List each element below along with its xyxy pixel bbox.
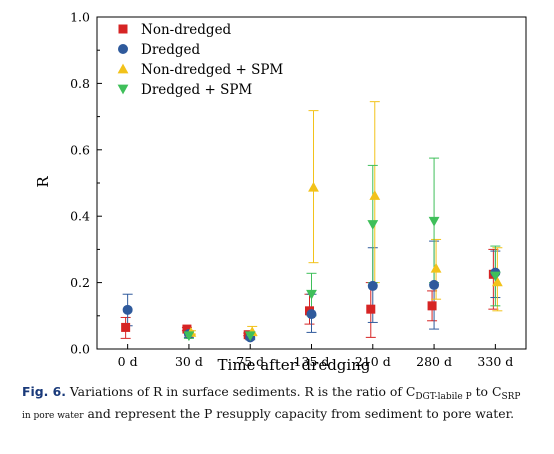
- x-tick-label: 30 d: [175, 354, 203, 369]
- caption-line-2: in pore water and represent the P resupp…: [22, 403, 544, 427]
- point-non-dredged-spm: [308, 181, 319, 192]
- legend-marker-dredged-spm: [117, 84, 129, 95]
- point-dredged-spm: [183, 331, 195, 342]
- point-dredged: [429, 279, 440, 290]
- figure-number: Fig. 6.: [22, 384, 66, 399]
- caption-text-b: to C: [471, 384, 502, 399]
- x-tick-label: 0 d: [118, 354, 138, 369]
- data-points: [120, 101, 503, 343]
- y-tick-label: 0.0: [70, 342, 90, 357]
- point-non-dredged: [427, 301, 437, 311]
- x-tick-label: 210 d: [355, 354, 391, 369]
- legend-marker-non-dredged: [118, 24, 128, 34]
- x-tick-label: 280 d: [416, 354, 452, 369]
- chart: 0.0 0.2 0.4 0.6 0.8 1.0 0 d 30 d 75 d 135 d 210 d 2…: [34, 10, 527, 374]
- y-tick-label: 0.8: [70, 76, 90, 91]
- point-non-dredged: [121, 322, 131, 332]
- axes: 0.0 0.2 0.4 0.6 0.8 1.0 0 d 30 d 75 d 135 d 210 d 2…: [70, 10, 527, 369]
- point-dredged: [367, 280, 378, 291]
- point-dredged: [306, 309, 317, 320]
- legend: Non-dredged Dredged Non-dredged + SPM Dredg…: [117, 22, 283, 98]
- y-tick-label: 0.6: [70, 142, 90, 157]
- point-dredged: [122, 304, 133, 315]
- point-dredged-spm: [367, 220, 379, 230]
- y-tick-label: 1.0: [70, 10, 90, 25]
- point-non-dredged-spm: [369, 190, 381, 200]
- legend-label-dredged-spm: Dredged + SPM: [141, 82, 252, 98]
- x-tick-label: 75 d: [236, 354, 264, 369]
- x-tick-label: 135 d: [294, 354, 330, 369]
- point-non-dredged-spm: [491, 276, 503, 287]
- point-dredged-spm: [306, 289, 317, 300]
- caption-text-a: Variations of R in surface sediments. R …: [65, 384, 416, 399]
- legend-label-dredged: Dredged: [141, 42, 201, 58]
- legend-label-non-dredged-spm: Non-dredged + SPM: [141, 62, 283, 78]
- x-axis-label: Time after dredging: [218, 356, 371, 374]
- legend-marker-non-dredged-spm: [117, 63, 129, 74]
- caption-line-1: Fig. 6. Variations of R in surface sedim…: [22, 381, 544, 403]
- caption-subscript-pore-water: in pore water: [22, 411, 84, 421]
- point-dredged-spm: [428, 216, 440, 227]
- figure-caption: Fig. 6. Variations of R in surface sedim…: [22, 381, 544, 427]
- legend-marker-dredged: [118, 44, 128, 54]
- point-non-dredged-spm: [430, 262, 442, 273]
- caption-subscript-srp: SRP: [501, 392, 521, 402]
- point-non-dredged: [366, 304, 376, 314]
- point-non-dredged: [182, 324, 192, 334]
- y-tick-label: 0.2: [70, 275, 90, 290]
- caption-text-c: and represent the P resupply capacity fr…: [83, 406, 515, 421]
- legend-label-non-dredged: Non-dredged: [141, 22, 232, 38]
- caption-subscript-dgt: DGT-labile P: [415, 392, 472, 402]
- point-dredged-spm: [244, 331, 256, 342]
- x-tick-label: 330 d: [477, 354, 513, 369]
- y-tick-label: 0.4: [70, 209, 90, 224]
- y-axis-label: R: [34, 176, 52, 188]
- point-dredged-spm: [489, 271, 501, 282]
